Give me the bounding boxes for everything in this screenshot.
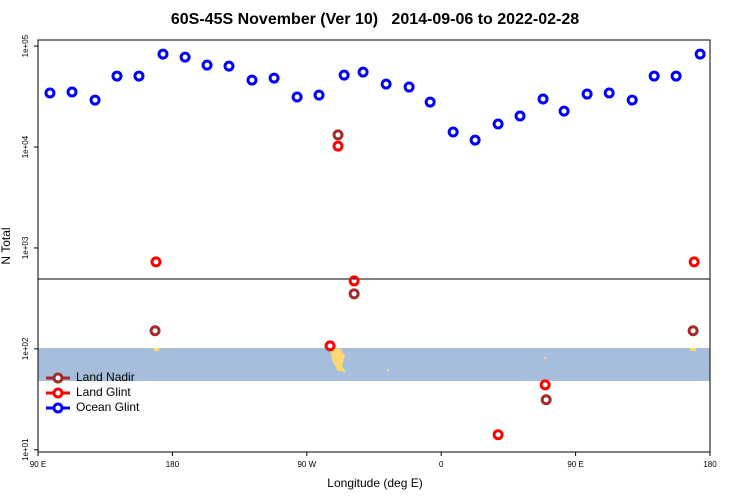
map-land (387, 369, 389, 371)
point (648, 70, 660, 82)
point (537, 93, 549, 105)
y-axis-title: N Total (0, 227, 13, 264)
point (324, 340, 336, 352)
x-tick-label: 90 E (567, 460, 583, 469)
x-tick-label: 180 (703, 460, 717, 469)
point (133, 70, 145, 82)
point (694, 48, 706, 60)
point (201, 59, 213, 71)
point (469, 134, 481, 146)
x-axis-title: Longitude (deg E) (327, 476, 422, 490)
point (670, 70, 682, 82)
point (626, 94, 638, 106)
point (157, 48, 169, 60)
y-tick-label: 1e+02 (21, 337, 30, 360)
y-tick-label: 1e+03 (21, 236, 30, 259)
map-land (330, 348, 346, 372)
point (540, 394, 552, 406)
map-land (154, 348, 159, 351)
point (332, 140, 344, 152)
point (149, 325, 161, 337)
point (447, 126, 459, 138)
point (424, 96, 436, 108)
x-tick-label: 0 (439, 460, 444, 469)
point (603, 87, 615, 99)
x-tick-label: 90 E (30, 460, 46, 469)
legend-label: Ocean Glint (76, 400, 140, 414)
y-tick-label: 1e+04 (21, 135, 30, 158)
point (332, 129, 344, 141)
point (403, 81, 415, 93)
chart-title: 60S-45S November (Ver 10) 2014-09-06 to … (171, 11, 579, 28)
point (313, 89, 325, 101)
point (492, 429, 504, 441)
point (688, 256, 700, 268)
point (66, 86, 78, 98)
point (111, 70, 123, 82)
point (150, 256, 162, 268)
legend-label: Land Nadir (76, 370, 135, 384)
legend-marker (52, 387, 64, 399)
y-tick-label: 1e+01 (21, 438, 30, 461)
map-band (38, 348, 710, 381)
plot-frame (37, 39, 711, 453)
map-land (690, 348, 696, 351)
point (246, 74, 258, 86)
point (492, 118, 504, 130)
legend-label: Land Glint (76, 385, 131, 399)
point (348, 275, 360, 287)
point (687, 325, 699, 337)
point (338, 69, 350, 81)
point (348, 288, 360, 300)
point (179, 51, 191, 63)
x-tick-label: 180 (166, 460, 180, 469)
x-tick-label: 90 W (297, 460, 316, 469)
point (223, 60, 235, 72)
point (291, 91, 303, 103)
point (380, 78, 392, 90)
legend-marker (52, 402, 64, 414)
y-tick-label: 1e+05 (21, 34, 30, 57)
point (581, 88, 593, 100)
point (514, 110, 526, 122)
point (89, 94, 101, 106)
point (268, 72, 280, 84)
point (357, 66, 369, 78)
point (539, 379, 551, 391)
point (44, 87, 56, 99)
map-land (544, 357, 546, 359)
legend-marker (52, 372, 64, 384)
point (558, 105, 570, 117)
